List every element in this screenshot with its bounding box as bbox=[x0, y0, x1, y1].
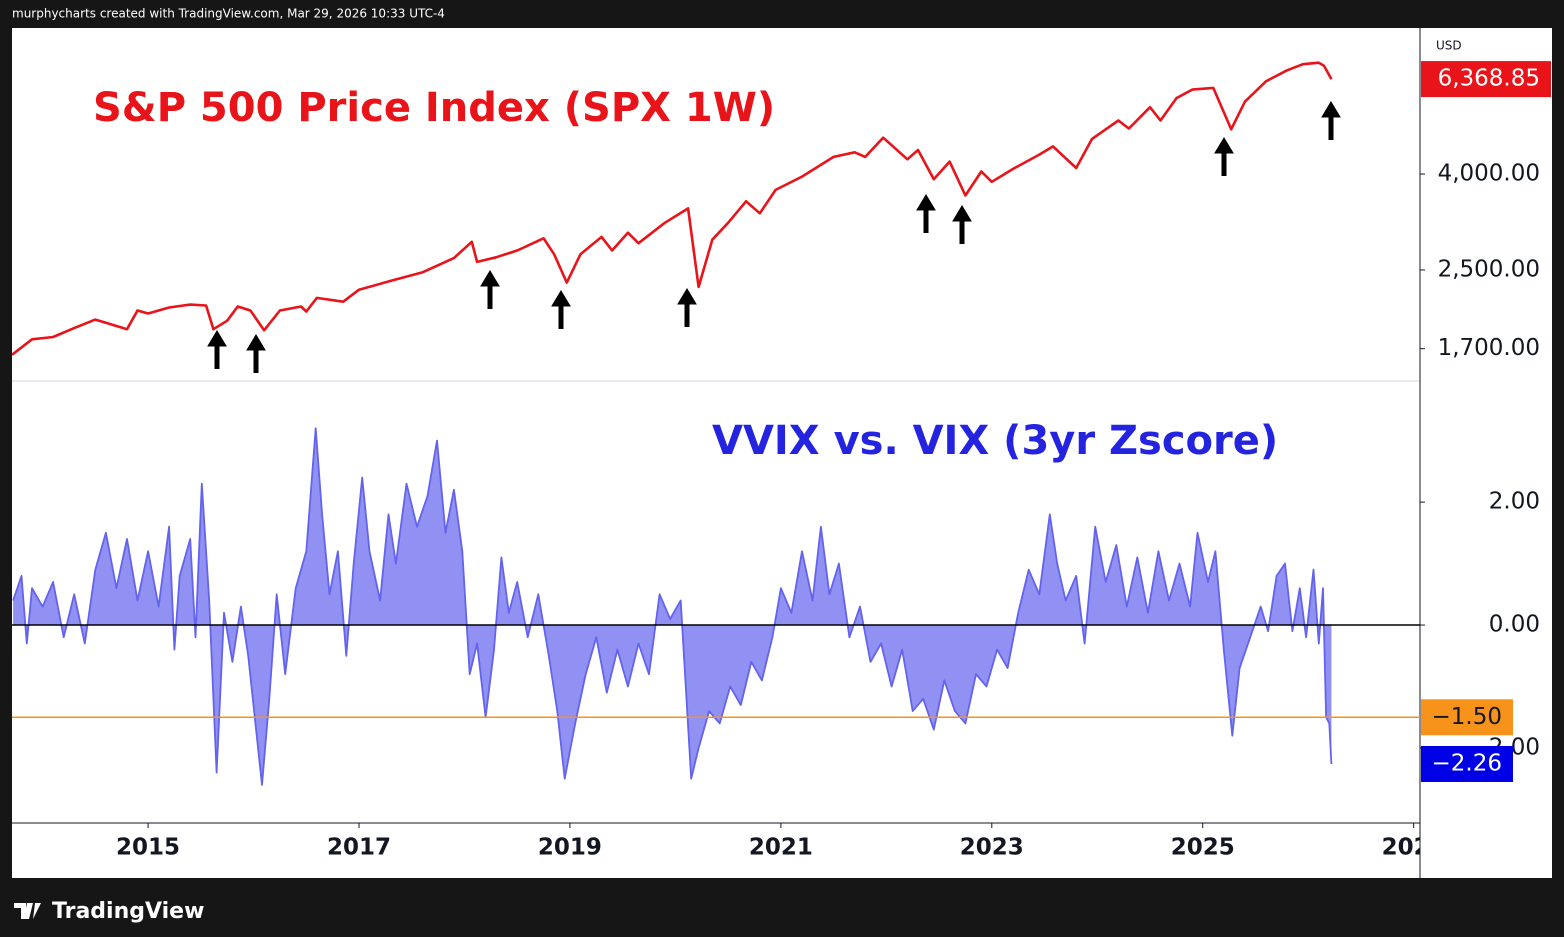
x-tick-label: 2017 bbox=[327, 835, 391, 861]
arrow-head bbox=[677, 288, 697, 305]
footer: TradingView bbox=[14, 899, 204, 924]
area-fill bbox=[13, 428, 1332, 785]
plot-layer: S&P 500 Price Index (SPX 1W) 1,700.00 2,50… bbox=[12, 61, 1551, 861]
pane bbox=[12, 427, 1420, 786]
chart-title: S&P 500 Price Index (SPX 1W) bbox=[93, 85, 775, 131]
arrows bbox=[207, 101, 1341, 373]
arrow-head bbox=[916, 194, 936, 211]
reference-label-box bbox=[1421, 699, 1513, 736]
header: murphycharts created with TradingView.co… bbox=[12, 7, 445, 21]
y-tick-label: 4,000.00 bbox=[1438, 161, 1540, 187]
arrow-head bbox=[480, 270, 500, 287]
chart-title: VVIX vs. VIX (3yr Zscore) bbox=[712, 418, 1278, 464]
x-tick-label: 2015 bbox=[116, 835, 180, 861]
series-line bbox=[12, 427, 1333, 786]
y-tick-label: 1,700.00 bbox=[1438, 335, 1540, 361]
arrow-head bbox=[551, 290, 571, 307]
x-tick-label: 2023 bbox=[960, 835, 1024, 861]
reference-label: −1.50 bbox=[1432, 704, 1502, 730]
pane bbox=[12, 61, 1333, 356]
y-tick-label: 2.00 bbox=[1489, 489, 1540, 515]
x-tick-label: 2025 bbox=[1171, 835, 1235, 861]
last-value-box bbox=[1421, 61, 1551, 98]
x-tick-label: 2021 bbox=[749, 835, 813, 861]
last-value-label: 6,368.85 bbox=[1438, 66, 1540, 92]
y-tick-label: 0.00 bbox=[1489, 612, 1540, 638]
series-line bbox=[12, 61, 1333, 356]
x-tick-label: 2027 bbox=[1382, 835, 1446, 861]
currency-label: USD bbox=[1436, 39, 1462, 53]
x-tick-label: 2019 bbox=[538, 835, 602, 861]
footer-logo: TradingView bbox=[52, 899, 204, 924]
arrow-head bbox=[1214, 137, 1234, 154]
logo-icon bbox=[14, 903, 41, 919]
last-value-box bbox=[1421, 745, 1513, 782]
arrow-head bbox=[207, 330, 227, 347]
y-tick-label: 2,500.00 bbox=[1438, 256, 1540, 282]
last-value-label: −2.26 bbox=[1432, 750, 1502, 776]
chart-area bbox=[12, 28, 1552, 878]
arrow-head bbox=[952, 205, 972, 222]
arrow-head bbox=[1321, 101, 1341, 118]
arrow-head bbox=[246, 334, 266, 351]
